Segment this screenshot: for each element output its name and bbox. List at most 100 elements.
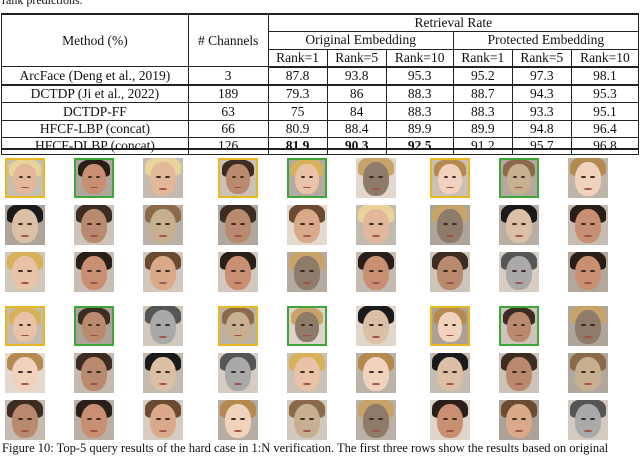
face-thumbnail	[287, 158, 327, 198]
face-photo	[356, 252, 396, 292]
face-thumbnail	[143, 158, 183, 198]
face-photo	[5, 252, 45, 292]
face-thumbnail	[218, 400, 258, 440]
face-photo	[568, 252, 608, 292]
channels-cell: 63	[187, 102, 269, 121]
face-thumbnail	[499, 306, 539, 346]
face-photo	[143, 205, 183, 245]
header-rank: Rank=10	[570, 48, 640, 68]
value-cell: 95.7	[511, 137, 572, 156]
top-text: rank predictions.	[2, 0, 83, 7]
channels-cell: 66	[187, 119, 269, 139]
table-bottom-rule	[1, 148, 639, 150]
face-photo	[430, 353, 470, 393]
face-photo	[568, 205, 608, 245]
value-cell: 81.9	[267, 137, 328, 156]
face-photo	[143, 306, 183, 346]
face-photo	[74, 400, 114, 440]
method-cell: DCTDP-FF	[1, 102, 189, 121]
face-thumbnail	[74, 400, 114, 440]
face-thumbnail	[143, 400, 183, 440]
value-cell: 93.3	[511, 102, 572, 121]
face-photo	[5, 400, 45, 440]
face-photo	[499, 400, 539, 440]
face-photo	[430, 205, 470, 245]
value-cell: 87.8	[267, 66, 328, 87]
face-photo	[218, 400, 258, 440]
face-thumbnail	[499, 400, 539, 440]
face-thumbnail	[430, 306, 470, 346]
face-photo	[5, 353, 45, 393]
face-photo	[7, 308, 43, 344]
face-retrieval-grid	[0, 158, 640, 443]
face-photo	[287, 252, 327, 292]
face-thumbnail	[287, 400, 327, 440]
face-photo	[287, 400, 327, 440]
face-thumbnail	[568, 158, 608, 198]
header-rank: Rank=5	[326, 48, 387, 68]
face-thumbnail	[356, 252, 396, 292]
face-thumbnail	[5, 353, 45, 393]
face-thumbnail	[568, 252, 608, 292]
value-cell: 88.4	[326, 119, 387, 139]
face-thumbnail	[5, 252, 45, 292]
face-thumbnail	[499, 353, 539, 393]
face-thumbnail	[430, 158, 470, 198]
value-cell: 95.2	[452, 66, 513, 87]
value-cell: 94.3	[511, 84, 572, 104]
value-cell: 97.3	[511, 66, 572, 87]
value-cell: 95.3	[570, 84, 640, 104]
value-cell: 98.1	[570, 66, 640, 87]
face-thumbnail	[74, 205, 114, 245]
face-photo	[220, 160, 256, 196]
face-photo	[7, 160, 43, 196]
table-row: HFCF-LBP (concat) 66 80.9 88.4 89.9 89.9…	[1, 119, 640, 139]
face-photo	[356, 353, 396, 393]
value-cell: 75	[267, 102, 328, 121]
face-photo	[356, 400, 396, 440]
face-thumbnail	[218, 205, 258, 245]
face-thumbnail	[356, 205, 396, 245]
face-photo	[499, 353, 539, 393]
face-photo	[218, 353, 258, 393]
table-row: ArcFace (Deng et al., 2019) 3 87.8 93.8 …	[1, 66, 640, 87]
value-cell: 91.2	[452, 137, 513, 156]
face-thumbnail	[5, 205, 45, 245]
face-photo	[499, 252, 539, 292]
face-thumbnail	[74, 353, 114, 393]
face-photo	[568, 158, 608, 198]
channels-cell: 126	[187, 137, 269, 156]
face-thumbnail	[5, 400, 45, 440]
table-row: DCTDP-FF 63 75 84 88.3 88.3 93.3 95.1	[1, 102, 640, 121]
face-photo	[74, 353, 114, 393]
face-photo	[568, 400, 608, 440]
face-photo	[76, 308, 112, 344]
value-cell: 96.4	[570, 119, 640, 139]
face-thumbnail	[218, 353, 258, 393]
header-channels: # Channels	[187, 13, 269, 68]
channels-cell: 3	[187, 66, 269, 87]
face-photo	[143, 252, 183, 292]
table-row: HFCF-DLBP (concat) 126 81.9 90.3 92.5 91…	[1, 137, 640, 156]
value-cell: 93.8	[326, 66, 387, 87]
face-thumbnail	[218, 158, 258, 198]
face-photo	[143, 400, 183, 440]
header-rank: Rank=5	[511, 48, 572, 68]
face-photo	[76, 160, 112, 196]
face-thumbnail	[356, 400, 396, 440]
table-row: DCTDP (Ji et al., 2022) 189 79.3 86 88.3…	[1, 84, 640, 104]
header-rank: Rank=1	[267, 48, 328, 68]
value-cell: 88.3	[385, 84, 454, 104]
channels-cell: 189	[187, 84, 269, 104]
face-thumbnail	[430, 252, 470, 292]
header-method: Method (%)	[1, 13, 189, 68]
method-cell: HFCF-DLBP (concat)	[1, 137, 189, 156]
face-thumbnail	[499, 205, 539, 245]
face-photo	[143, 158, 183, 198]
value-cell: 88.3	[452, 102, 513, 121]
face-photo	[287, 205, 327, 245]
face-thumbnail	[430, 400, 470, 440]
face-photo	[432, 308, 468, 344]
face-thumbnail	[218, 252, 258, 292]
face-photo	[74, 205, 114, 245]
